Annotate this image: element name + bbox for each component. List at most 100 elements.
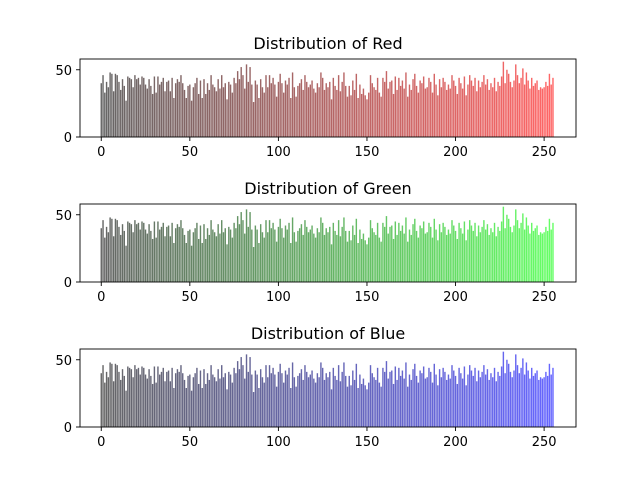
bar [112,91,115,137]
bar [104,237,106,282]
bar [247,81,249,137]
bar [440,232,443,282]
bar [121,224,124,282]
bar [252,392,255,427]
bar [298,83,301,137]
bar [348,230,350,282]
bar [541,88,544,137]
bar [449,233,451,282]
bar [548,363,551,427]
axes-frame [79,348,577,428]
bar [454,230,457,282]
bar [284,80,287,137]
bar [182,83,184,137]
bar [288,222,290,282]
bar [132,232,134,282]
bar [492,232,494,282]
bar [472,375,474,427]
bar [233,222,235,282]
bar [492,87,494,137]
bar [104,382,106,427]
bar [337,75,340,137]
bar [467,84,469,137]
bar [343,72,345,137]
bar [166,371,168,427]
bar [465,95,467,137]
bar [316,83,319,137]
y-tick-label: 50 [55,64,72,79]
bar [302,89,304,137]
bar [107,87,110,137]
bar [373,87,375,137]
bar [481,371,483,427]
bar [148,79,150,137]
bar [153,366,156,427]
bar [128,367,131,427]
bar [134,365,136,427]
bar [316,228,319,282]
bar [543,232,545,282]
bar [309,374,311,427]
subplot-blue: Distribution of Blue 0 50 100 150 200 250 0 50 [55,324,577,450]
bar [412,369,414,427]
bar [221,220,223,282]
bar [164,91,166,137]
bar [244,88,246,137]
bar [387,378,389,427]
bar [256,374,258,427]
bar [295,96,297,137]
bar [208,89,211,137]
bar [325,228,327,282]
bar [477,225,480,282]
bar [176,369,179,427]
bar [249,212,251,282]
bar [435,374,437,427]
bar [352,80,354,137]
bar [261,232,264,282]
bar [274,229,276,282]
bar [460,373,462,427]
bar [345,375,347,427]
bar [474,77,476,137]
bar [546,230,549,282]
bar [483,220,485,282]
bar [159,84,161,137]
bar [438,224,441,282]
bar [169,381,172,427]
bar [538,234,540,282]
bar [380,386,382,427]
bar [461,88,464,137]
bar [162,77,164,137]
bar [534,373,536,427]
bar [203,224,205,282]
y-tick-label: 0 [64,131,72,146]
bar [520,77,522,137]
bar [259,224,262,282]
bar [350,385,352,427]
bar [251,374,253,427]
bar [196,77,198,137]
bar [515,354,517,427]
bar [208,379,211,427]
bar [394,366,397,427]
bar [481,81,483,137]
bar [430,226,432,282]
bar [215,91,218,137]
x-tick-label: 50 [182,435,199,450]
bar [114,363,117,427]
bar [272,222,274,282]
bar [479,87,482,137]
bar [295,241,297,282]
bar [422,76,425,137]
bar [157,221,159,282]
bar [509,371,512,427]
bar [474,367,476,427]
bar [389,81,391,137]
x-tick-label: 50 [182,290,199,305]
bar [502,206,505,282]
bar [396,89,398,137]
bar [513,80,515,137]
bar [366,99,368,137]
bar [419,225,421,282]
bar [422,366,425,427]
